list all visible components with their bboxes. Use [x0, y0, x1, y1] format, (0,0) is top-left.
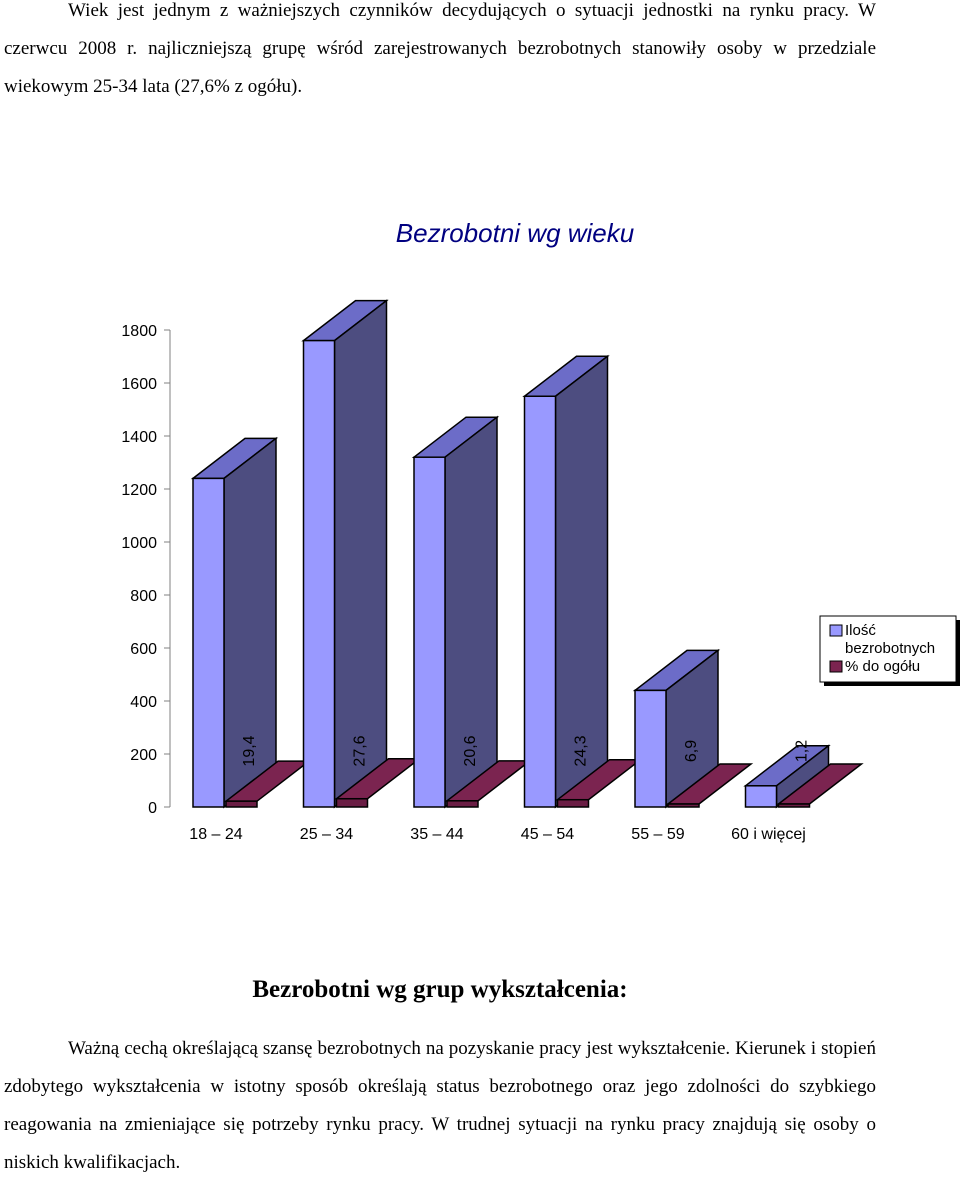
bar-percent — [556, 798, 590, 808]
x-tick-label: 45 – 54 — [521, 826, 574, 843]
data-label-percent: 1,2 — [794, 740, 811, 762]
y-tick-label: 1400 — [121, 429, 157, 446]
bar-count — [523, 395, 557, 808]
legend-label-percent: % do ogółu — [845, 658, 920, 675]
y-tick-label: 400 — [130, 694, 157, 711]
body-paragraph: Ważną cechą określającą szansę bezrobotn… — [4, 1038, 876, 1173]
x-tick-label: 55 – 59 — [631, 826, 684, 843]
age-bar-chart: Bezrobotni wg wieku 0 200 400 600 800 1000 120… — [121, 218, 960, 843]
y-tick-label: 600 — [130, 641, 157, 658]
bar-percent — [446, 800, 479, 808]
plot-area: 0 200 400 600 800 1000 1200 1400 1600 1800 19,4 18 … — [121, 299, 864, 843]
bar-count-side — [333, 299, 388, 809]
x-tick-label: 60 i więcej — [731, 826, 806, 843]
bar-count — [192, 477, 225, 808]
y-tick-label: 1200 — [121, 482, 157, 499]
legend-label-count: Ilość bezrobotnych — [845, 622, 935, 657]
chart-title: Bezrobotni wg wieku — [396, 218, 634, 248]
section-heading: Bezrobotni wg grup wykształcenia: — [252, 976, 628, 1003]
bar-percent — [777, 803, 811, 808]
intro-paragraph: Wiek jest jednym z ważniejszych czynnikó… — [4, 0, 876, 97]
x-tick-label: 25 – 34 — [300, 826, 353, 843]
data-label-percent: 27,6 — [352, 735, 369, 766]
legend-swatch-percent — [829, 660, 843, 673]
data-label-percent: 24,3 — [573, 735, 590, 766]
y-tick-label: 800 — [130, 588, 157, 605]
legend-box — [819, 615, 957, 683]
bar-count — [744, 785, 778, 808]
bar-count — [302, 339, 336, 808]
x-tick-label: 35 – 44 — [410, 826, 463, 843]
bar-percent — [335, 797, 369, 808]
bar-percent — [225, 800, 258, 808]
data-label-percent: 20,6 — [462, 735, 479, 766]
y-tick-label: 1600 — [121, 376, 157, 393]
bar-count — [413, 456, 446, 808]
data-label-percent: 6,9 — [683, 740, 700, 762]
x-tick-label: 18 – 24 — [189, 826, 242, 843]
bar-count — [634, 689, 667, 808]
data-label-percent: 19,4 — [241, 735, 258, 766]
y-tick-label: 0 — [148, 800, 157, 817]
bar-percent — [667, 803, 700, 808]
y-tick-label: 1000 — [121, 535, 157, 552]
legend-swatch-count — [829, 624, 843, 637]
chart-legend: Ilość bezrobotnych% do ogółu — [819, 615, 960, 686]
y-tick-label: 200 — [130, 747, 157, 764]
y-tick-label: 1800 — [121, 323, 157, 340]
